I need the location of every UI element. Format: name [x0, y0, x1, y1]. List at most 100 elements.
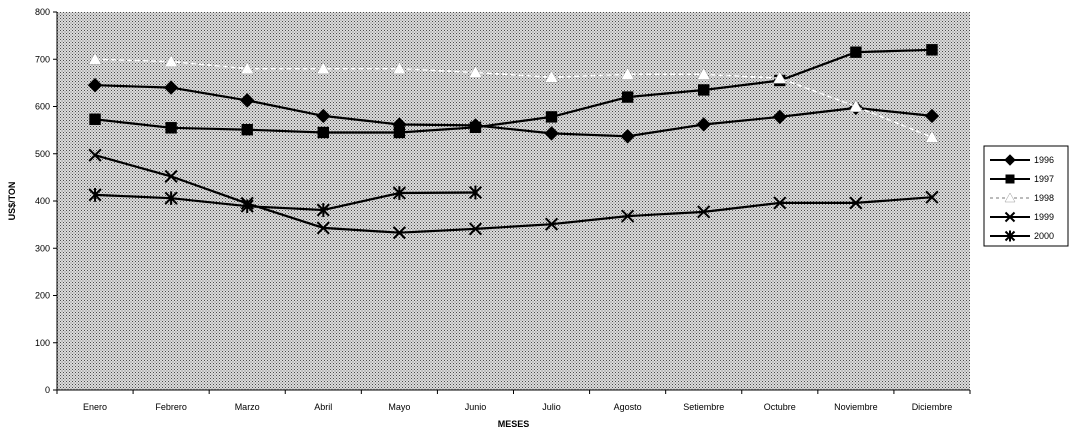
data-point-1999 — [316, 221, 330, 235]
series-line-1997 — [94, 48, 933, 134]
data-point-1999 — [925, 190, 939, 204]
data-point-1998 — [848, 99, 863, 112]
y-axis-title: US$/TON — [7, 182, 17, 221]
data-point-1996 — [316, 108, 331, 124]
data-point-1997 — [165, 122, 177, 134]
x-tick-label: Junio — [465, 402, 487, 412]
data-point-1998 — [925, 130, 939, 143]
data-point-2000 — [164, 191, 178, 206]
x-tick-label: Julio — [542, 402, 561, 412]
legend-label: 1997 — [1034, 174, 1054, 184]
data-point-2000 — [392, 186, 406, 200]
y-axis: 0 100 200 300 400 500 600 700 800 — [35, 7, 58, 395]
series-1997 — [89, 44, 938, 139]
legend-item-1997: 1997 — [990, 174, 1054, 184]
data-point-1998 — [316, 61, 331, 75]
series-1996 — [87, 78, 940, 144]
data-point-1996 — [544, 126, 559, 141]
x-tick-label: Abril — [314, 402, 332, 412]
y-tick-label: 400 — [35, 196, 50, 206]
data-point-1999 — [621, 209, 635, 223]
y-tick-label: 100 — [35, 338, 50, 348]
data-point-1999 — [164, 169, 178, 183]
legend-item-1996: 1996 — [990, 154, 1054, 166]
data-point-1996 — [696, 117, 711, 132]
data-point-1996 — [87, 78, 103, 93]
x-axis: Enero Febrero Marzo Abril Mayo Junio Julio Agos… — [56, 389, 971, 412]
data-point-1998 — [772, 71, 787, 84]
data-point-1999 — [392, 226, 406, 240]
x-tick-label: Octubre — [764, 402, 796, 412]
y-tick-label: 200 — [35, 291, 50, 301]
series-line-1999 — [94, 154, 933, 234]
y-tick-label: 600 — [35, 102, 50, 112]
y-tick-label: 500 — [35, 149, 50, 159]
legend: 1996 1997 1998 1999 2000 — [983, 145, 1069, 247]
x-tick-label: Mayo — [388, 402, 410, 412]
legend-marker-2000 — [1004, 230, 1016, 242]
y-tick-label: 800 — [35, 7, 50, 17]
x-tick-label: Setiembre — [683, 402, 724, 412]
x-tick-label: Enero — [83, 402, 107, 412]
data-point-1999 — [697, 205, 711, 219]
x-axis-title: MESES — [498, 419, 530, 429]
legend-box — [983, 145, 1069, 247]
y-tick-label: 300 — [35, 243, 50, 253]
legend-marker-1996 — [1004, 154, 1016, 166]
legend-marker-1997 — [1005, 174, 1015, 184]
series-line-1998 — [94, 58, 933, 138]
data-point-1997 — [317, 126, 329, 139]
data-point-1997 — [850, 46, 862, 58]
x-tick-label: Diciembre — [912, 402, 953, 412]
series-1999 — [88, 148, 939, 240]
data-point-1999 — [544, 217, 559, 231]
legend-label: 1999 — [1034, 212, 1054, 222]
data-point-1996 — [620, 129, 635, 144]
data-point-1998 — [392, 61, 407, 75]
legend-label: 1996 — [1034, 155, 1054, 165]
data-point-2000 — [240, 199, 254, 214]
x-tick-label: Agosto — [614, 402, 642, 412]
data-point-2000 — [88, 188, 102, 202]
legend-item-1999: 1999 — [990, 211, 1054, 223]
data-point-1997 — [698, 84, 710, 96]
data-point-1997 — [545, 111, 558, 123]
series-line-2000 — [94, 191, 476, 212]
data-point-1996 — [163, 80, 179, 95]
data-point-1999 — [88, 148, 102, 162]
data-point-1996 — [240, 93, 255, 108]
legend-item-1998: 1998 — [990, 192, 1054, 203]
legend-label: 1998 — [1034, 193, 1054, 203]
y-tick-label: 700 — [35, 54, 50, 64]
series-1998 — [88, 52, 939, 143]
legend-label: 2000 — [1034, 231, 1054, 241]
data-point-1999 — [849, 196, 863, 210]
data-point-1997 — [621, 91, 634, 103]
x-tick-label: Febrero — [155, 402, 187, 412]
data-point-1996 — [924, 108, 940, 124]
data-point-1997 — [469, 121, 482, 133]
series-line-1996 — [94, 84, 933, 138]
data-point-1998 — [88, 52, 102, 65]
data-point-1998 — [696, 67, 711, 80]
series-layer — [87, 44, 940, 240]
x-tick-label: Noviembre — [834, 402, 878, 412]
data-point-1997 — [926, 44, 938, 56]
data-point-1998 — [240, 61, 255, 75]
data-point-1997 — [241, 123, 253, 136]
series-2000 — [88, 185, 483, 217]
data-point-1998 — [468, 65, 483, 78]
data-point-1999 — [773, 196, 787, 210]
y-tick-label: 0 — [45, 385, 50, 395]
data-point-1999 — [468, 222, 483, 236]
data-point-1998 — [620, 67, 635, 80]
x-tick-label: Marzo — [235, 402, 260, 412]
data-point-1998 — [164, 54, 179, 68]
data-point-1996 — [772, 109, 787, 125]
legend-marker-1998 — [1004, 192, 1016, 203]
legend-item-2000: 2000 — [990, 230, 1054, 242]
data-point-1997 — [393, 126, 406, 139]
data-point-2000 — [468, 185, 483, 200]
data-point-1997 — [89, 113, 101, 125]
